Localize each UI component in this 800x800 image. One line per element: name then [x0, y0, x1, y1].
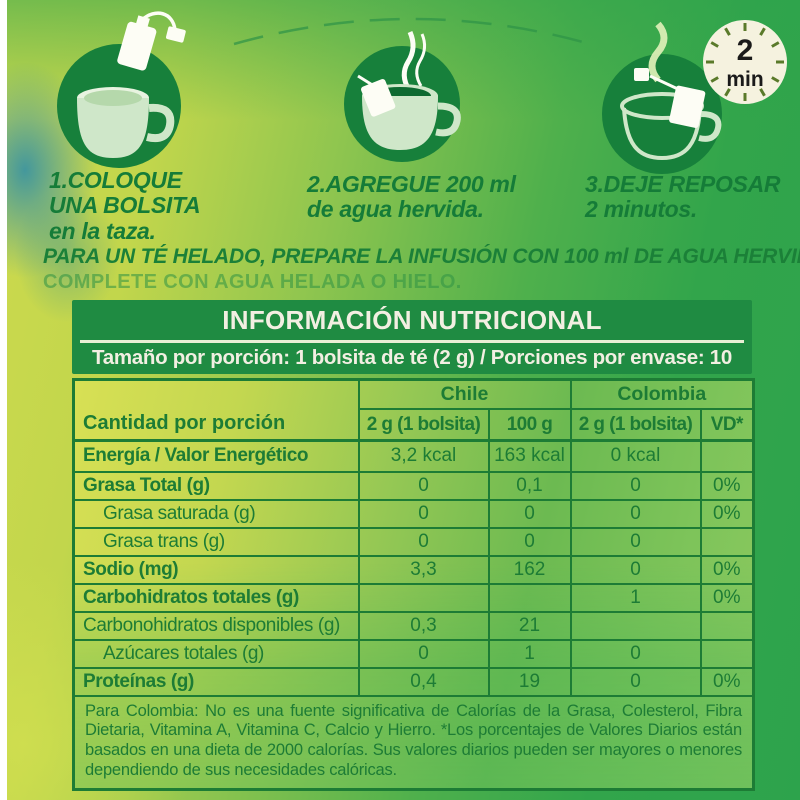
nutrient-value: [357, 582, 489, 612]
nutrient-value: 0: [357, 638, 489, 668]
nutrient-value: 1: [569, 582, 701, 612]
timer-unit: min: [726, 68, 763, 91]
nutrient-value: 19: [487, 666, 571, 696]
table-row: Grasa saturada (g) 0 0 0 0%: [73, 498, 754, 528]
table-row: Proteínas (g) 0,4 19 0 0%: [73, 666, 754, 696]
row-label: Grasa Total (g): [73, 470, 359, 500]
nutrient-value: 0%: [699, 582, 754, 612]
nutrient-value: 0%: [699, 498, 754, 528]
nutrient-value: 0: [357, 526, 489, 556]
nutrient-value: 0: [569, 638, 701, 668]
step-line: de agua hervida.: [307, 196, 484, 223]
row-label: Energía / Valor Energético: [73, 439, 359, 472]
nutrient-value: [699, 610, 754, 640]
nutrient-value: 0%: [699, 470, 754, 500]
header-divider: [80, 340, 744, 343]
nutrient-value: 0: [357, 470, 489, 500]
step-line: 2.AGREGUE 200 ml: [307, 171, 516, 197]
place-teabag-in-cup-icon: [57, 11, 186, 168]
nutrient-value: 0: [569, 666, 701, 696]
step-line: en la taza.: [49, 217, 156, 244]
step-1-label: 1.COLOQUE UNA BOLSITA en la taza.: [49, 167, 201, 244]
nutrient-value: 0,4: [357, 666, 489, 696]
serving-info: Tamaño por porción: 1 bolsita de té (2 g…: [92, 346, 732, 369]
column-group-chile: Chile: [357, 379, 571, 409]
column-header-vd: VD*: [699, 408, 754, 441]
row-label: Sodio (mg): [73, 554, 359, 584]
step-line: 1.COLOQUE: [49, 167, 182, 193]
nutrient-value: 0%: [699, 554, 754, 584]
nutrient-value: 0%: [699, 666, 754, 696]
step-line: 3.DEJE REPOSAR: [585, 171, 781, 197]
pour-water-into-cup-icon: [344, 30, 461, 162]
timer-value: 2: [737, 34, 754, 67]
nutrient-value: 3,3: [357, 554, 489, 584]
row-label: Carbohidratos totales (g): [73, 582, 359, 612]
nutrient-value: 162: [487, 554, 571, 584]
nutrient-value: 0: [569, 526, 701, 556]
package-crease-line: [233, 17, 591, 46]
column-group-row: Cantidad por porción Chile Colombia: [74, 379, 754, 434]
table-row: Sodio (mg) 3,3 162 0 0%: [73, 554, 754, 584]
timer-icon: 2 min: [703, 20, 787, 104]
nutrition-table: Cantidad por porción Chile Colombia 2 g …: [72, 378, 755, 791]
row-label: Proteínas (g): [73, 666, 359, 696]
step-3-label: 3.DEJE REPOSAR 2 minutos.: [585, 171, 781, 223]
nutrient-value: [699, 526, 754, 556]
step-line: UNA BOLSITA: [49, 192, 201, 219]
nutrient-value: 0,1: [487, 470, 571, 500]
column-group-colombia: Colombia: [569, 379, 754, 409]
column-header-chile-serving: 2 g (1 bolsita): [357, 408, 489, 441]
nutrition-header: INFORMACIÓN NUTRICIONAL Tamaño por porci…: [72, 300, 752, 374]
nutrient-value: 0: [569, 470, 701, 500]
nutrient-value: [699, 439, 754, 472]
nutrition-title: INFORMACIÓN NUTRICIONAL: [222, 305, 602, 335]
nutrient-value: 0: [357, 498, 489, 528]
nutrient-value: [569, 610, 701, 640]
nutrient-value: 1: [487, 638, 571, 668]
footnote-text: Para Colombia: No es una fuente signific…: [73, 694, 754, 790]
nutrient-value: [487, 582, 571, 612]
nutrient-value: 0,3: [357, 610, 489, 640]
iced-tea-instruction: PARA UN TÉ HELADO, PREPARE LA INFUSIÓN C…: [43, 245, 800, 268]
table-row: Azúcares totales (g) 0 1 0: [73, 638, 754, 668]
steeping-cup-icon: [602, 21, 722, 174]
nutrient-value: 0: [487, 526, 571, 556]
column-header-colombia-serving: 2 g (1 bolsita): [569, 408, 701, 441]
nutrient-value: 21: [487, 610, 571, 640]
table-row: Carbohidratos totales (g) 1 0%: [73, 582, 754, 612]
nutrient-value: 3,2 kcal: [357, 439, 489, 472]
iced-tea-instruction-secondary: COMPLETE CON AGUA HELADA O HIELO.: [43, 271, 462, 293]
table-row: Grasa trans (g) 0 0 0: [73, 526, 754, 556]
column-header-row: 2 g (1 bolsita) 100 g 2 g (1 bolsita) VD…: [74, 408, 754, 441]
nutrient-value: 0: [569, 498, 701, 528]
step-line: 2 minutos.: [585, 196, 698, 223]
table-row: Energía / Valor Energético 3,2 kcal 163 …: [73, 439, 754, 472]
nutrient-value: [699, 638, 754, 668]
row-label: Carbonohidratos disponibles (g): [73, 610, 359, 640]
footnote-row: Para Colombia: No es una fuente signific…: [73, 694, 754, 790]
nutrient-value: 0 kcal: [569, 439, 701, 472]
column-header-amount-per-serving: Cantidad por porción: [83, 412, 286, 434]
package-panel: 2 min 1.COLOQUE UNA BOLSITA en la taza. …: [7, 0, 800, 800]
table-row: Carbonohidratos disponibles (g) 0,3 21: [73, 610, 754, 640]
column-header-chile-100g: 100 g: [487, 408, 571, 441]
row-label: Grasa trans (g): [73, 526, 359, 556]
row-label: Azúcares totales (g): [73, 638, 359, 668]
nutrient-value: 163 kcal: [487, 439, 571, 472]
step-2-label: 2.AGREGUE 200 ml de agua hervida.: [307, 171, 516, 223]
table-row: Grasa Total (g) 0 0,1 0 0%: [73, 470, 754, 500]
row-label: Grasa saturada (g): [73, 498, 359, 528]
nutrient-value: 0: [569, 554, 701, 584]
nutrient-value: 0: [487, 498, 571, 528]
